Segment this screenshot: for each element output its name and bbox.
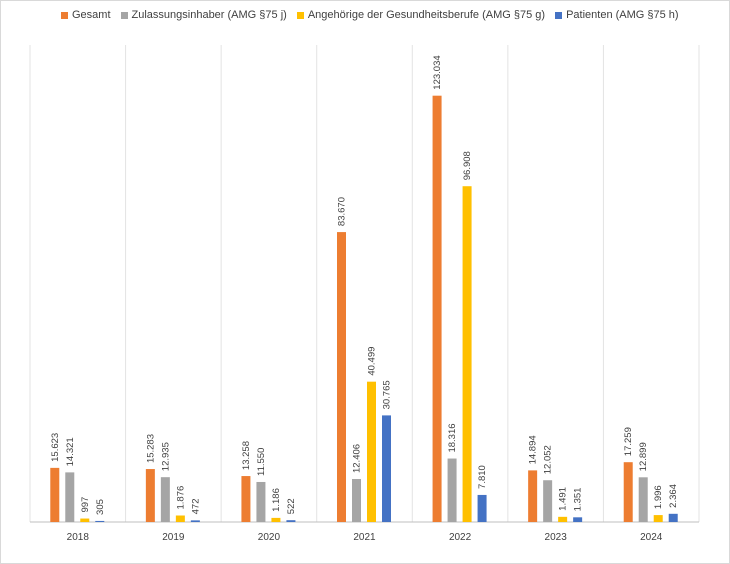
legend-label: Gesamt xyxy=(72,9,111,21)
legend-swatch xyxy=(120,11,128,19)
data-label: 12.052 xyxy=(543,445,554,474)
x-tick-label: 2018 xyxy=(67,532,90,543)
legend-label: Zulassungsinhaber (AMG §75 j) xyxy=(131,9,287,21)
data-label: 12.899 xyxy=(638,442,649,471)
data-label: 15.283 xyxy=(145,434,156,463)
bar xyxy=(95,520,105,522)
data-label: 997 xyxy=(80,497,91,513)
data-label: 12.406 xyxy=(352,444,363,473)
bar xyxy=(668,513,678,522)
bar xyxy=(50,467,60,522)
data-label: 96.908 xyxy=(462,151,473,180)
data-label: 1.876 xyxy=(175,486,186,510)
bar xyxy=(80,518,90,522)
bar xyxy=(447,458,457,522)
x-tick-label: 2021 xyxy=(353,532,376,543)
bar xyxy=(558,516,568,522)
bar xyxy=(623,462,633,522)
bar xyxy=(190,520,200,522)
data-label: 17.259 xyxy=(623,427,634,456)
bar xyxy=(256,481,266,522)
data-label: 14.894 xyxy=(528,435,539,464)
x-tick-label: 2019 xyxy=(162,532,185,543)
bar xyxy=(175,515,185,522)
x-tick-label: 2022 xyxy=(449,532,472,543)
bar xyxy=(432,95,442,522)
data-label: 1.186 xyxy=(271,488,282,512)
bar xyxy=(367,381,376,522)
bar xyxy=(65,472,75,522)
data-label: 13.258 xyxy=(241,441,252,470)
bar xyxy=(543,480,553,522)
legend-item-zulassungsinhaber: Zulassungsinhaber (AMG §75 j) xyxy=(120,9,287,21)
data-label: 18.316 xyxy=(447,423,458,452)
bar xyxy=(528,470,538,522)
bar xyxy=(573,517,583,522)
bar xyxy=(160,477,170,522)
legend-item-gesamt: Gesamt xyxy=(61,9,111,21)
data-label: 40.499 xyxy=(367,347,378,376)
bar xyxy=(477,494,487,522)
bar xyxy=(241,476,251,522)
legend-label: Patienten (AMG §75 h) xyxy=(566,9,679,21)
data-label: 123.034 xyxy=(432,55,443,89)
bar xyxy=(462,186,472,522)
bar xyxy=(653,515,663,522)
bar xyxy=(337,232,346,523)
bar xyxy=(382,415,391,522)
x-tick-label: 2023 xyxy=(545,532,568,543)
legend-label: Angehörige der Gesundheitsberufe (AMG §7… xyxy=(307,9,546,21)
legend-swatch xyxy=(296,11,304,19)
data-label: 83.670 xyxy=(337,197,348,226)
bar xyxy=(271,517,281,522)
data-label: 2.364 xyxy=(668,484,679,508)
x-tick-label: 2020 xyxy=(258,532,281,543)
data-label: 305 xyxy=(95,499,106,515)
bar xyxy=(145,469,155,522)
legend-item-patienten: Patienten (AMG §75 h) xyxy=(555,9,679,21)
data-label: 7.810 xyxy=(477,465,488,489)
data-label: 1.996 xyxy=(653,485,664,509)
data-label: 11.550 xyxy=(256,448,267,476)
x-tick-label: 2024 xyxy=(640,532,663,543)
bar xyxy=(352,479,361,522)
data-label: 1.491 xyxy=(558,487,569,511)
legend: Gesamt Zulassungsinhaber (AMG §75 j) Ang… xyxy=(61,9,679,21)
legend-swatch xyxy=(61,11,68,19)
legend-item-angehoerige: Angehörige der Gesundheitsberufe (AMG §7… xyxy=(296,9,546,21)
bar xyxy=(286,520,296,522)
data-label: 12.935 xyxy=(160,442,171,471)
legend-swatch xyxy=(555,11,563,19)
data-label: 522 xyxy=(286,498,297,514)
data-label: 14.321 xyxy=(65,437,76,466)
data-label: 472 xyxy=(190,499,201,515)
data-label: 30.765 xyxy=(382,380,393,409)
bar xyxy=(638,477,648,522)
data-label: 15.623 xyxy=(50,433,61,462)
data-label: 1.351 xyxy=(573,488,584,512)
